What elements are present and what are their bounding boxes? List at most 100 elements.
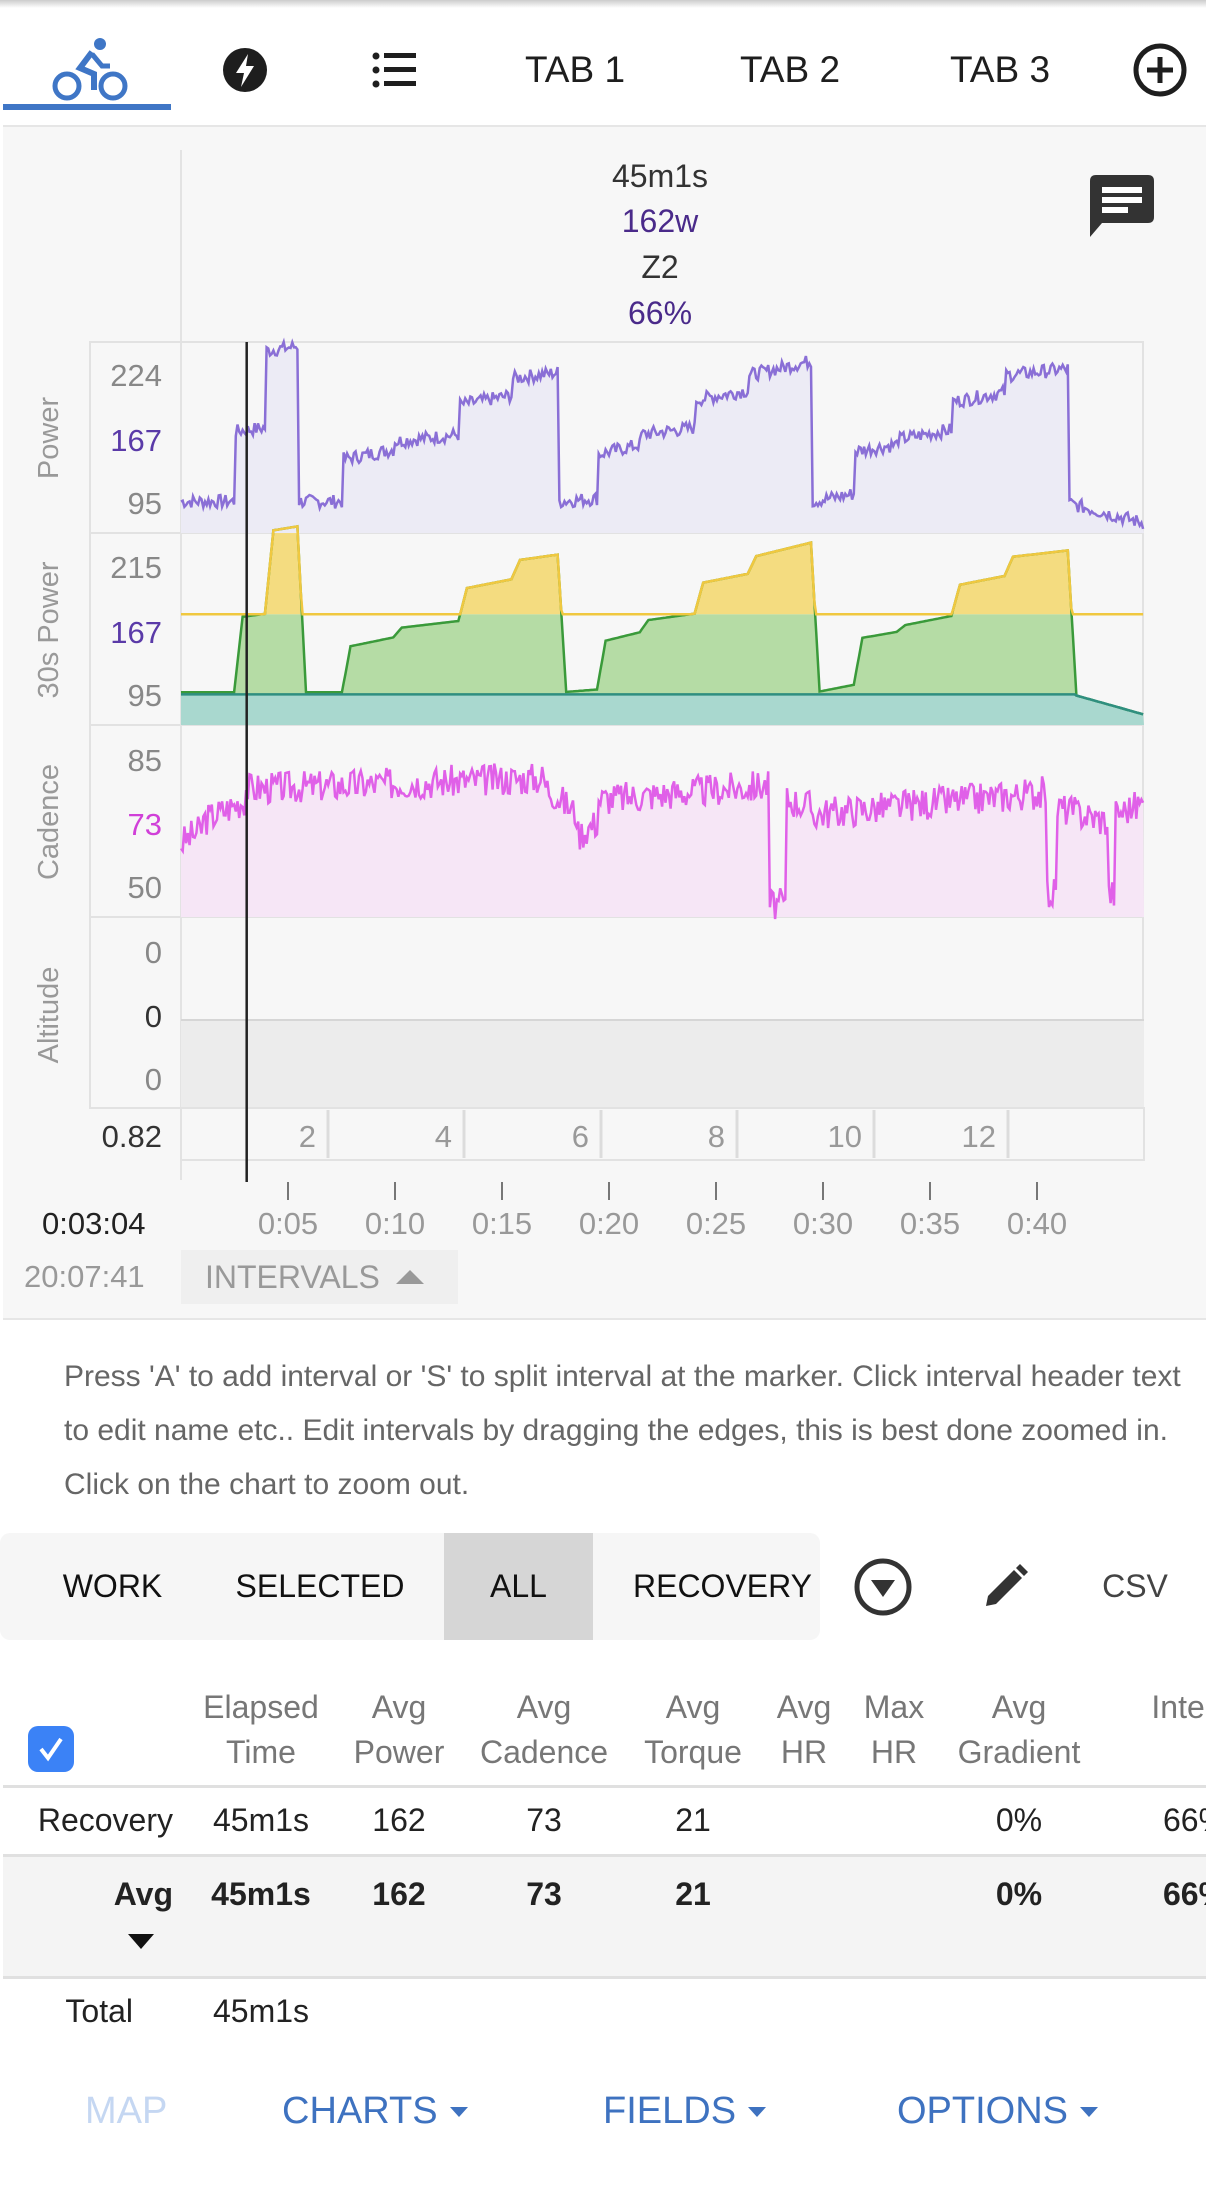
fields-label: FIELDS (603, 2090, 737, 2132)
comment-button[interactable] (1090, 175, 1154, 242)
row-label[interactable]: Recovery (37, 1802, 173, 1838)
power30-tick: 215 (110, 550, 162, 585)
power-zone-fill (181, 533, 1144, 615)
csv-button[interactable]: CSV (1102, 1568, 1168, 1604)
column-header[interactable]: Avg HR (777, 1685, 832, 1775)
header-line: Avg (991, 1689, 1047, 1725)
time-tick-label: 0:15 (472, 1206, 532, 1241)
table-cell: 73 (526, 1876, 562, 1912)
time-tick-label: 0:25 (686, 1206, 746, 1241)
cursor-time: 0:03:04 (42, 1206, 145, 1241)
summary-duration: 45m1s (611, 158, 709, 194)
total-elapsed: 45m1s (212, 1993, 310, 2029)
map-button[interactable]: MAP (85, 2090, 167, 2133)
dropdown-circle-icon (854, 1558, 912, 1615)
header-line: Gradient (957, 1734, 1081, 1770)
column-header[interactable]: Avg Cadence (480, 1685, 608, 1775)
fields-button[interactable]: FIELDS (603, 2090, 767, 2133)
interval-label: 12 (962, 1119, 996, 1154)
altitude-axis-label: Altitude (33, 967, 65, 1064)
interval-label: 2 (299, 1119, 316, 1154)
column-header[interactable]: Elapsed Time (203, 1685, 319, 1775)
interval-filter-bar (0, 1533, 820, 1640)
altitude-area (181, 1020, 1144, 1108)
header-line: Avg (776, 1689, 832, 1725)
time-tick-label: 0:40 (1007, 1206, 1067, 1241)
table-cell: 21 (675, 1876, 711, 1912)
filter-work[interactable]: WORK (62, 1568, 163, 1604)
column-header[interactable]: Avg Torque (644, 1685, 742, 1775)
interval-row[interactable] (180, 1107, 1145, 1161)
interval-label: 4 (435, 1119, 452, 1154)
bike-icon (52, 38, 128, 101)
header-line: HR (780, 1734, 828, 1770)
power-area (181, 342, 1144, 533)
options-label: OPTIONS (897, 2090, 1069, 2132)
check-icon (39, 1737, 63, 1762)
edit-button[interactable] (975, 1533, 1035, 1640)
header-line: Time (226, 1734, 296, 1770)
charts-button[interactable]: CHARTS (282, 2090, 468, 2133)
interval-label: 6 (572, 1119, 589, 1154)
intervals-toggle-button[interactable]: INTERVALS (181, 1250, 458, 1304)
bolt-icon (223, 48, 267, 92)
table-cell: 66% (1162, 1802, 1206, 1838)
header-line: Power (353, 1734, 445, 1770)
caret-up-icon (395, 1270, 424, 1284)
total-label: Total (65, 1993, 133, 2029)
row-label[interactable]: Avg (113, 1876, 173, 1912)
header-line: Intens (1151, 1689, 1206, 1725)
intervals-label: INTERVALS (205, 1258, 380, 1295)
avg-expand-caret-icon[interactable] (128, 1934, 154, 1949)
table-cell: 45m1s (212, 1802, 310, 1838)
filter-all[interactable]: ALL (444, 1533, 593, 1640)
tab-list[interactable] (345, 30, 445, 110)
interval-label: 8 (708, 1119, 725, 1154)
power-line (180, 337, 1145, 530)
options-button[interactable]: OPTIONS (897, 2090, 1099, 2133)
column-header[interactable]: Max HR (864, 1685, 924, 1775)
power-zone-fill (181, 695, 1144, 725)
list-icon (372, 52, 416, 88)
summary-power: 162w (621, 203, 699, 239)
tab-2[interactable]: TAB 2 (739, 49, 841, 90)
power-axis-label: Power (33, 397, 65, 480)
column-header[interactable]: Avg Power (354, 1685, 445, 1775)
power30-low-line (181, 693, 1144, 716)
tab-1[interactable]: TAB 1 (524, 49, 626, 90)
power30-tick: 167 (110, 615, 162, 650)
tab-ride[interactable] (20, 30, 160, 110)
column-header[interactable]: Avg Gradient (958, 1685, 1081, 1775)
add-tab-button[interactable] (1125, 30, 1195, 110)
tab-power[interactable] (190, 30, 300, 110)
filter-dropdown-button[interactable] (850, 1533, 916, 1640)
tab-3[interactable]: TAB 3 (949, 49, 1051, 90)
table-cell: 0% (995, 1802, 1043, 1838)
header-line: Torque (644, 1734, 742, 1770)
table-cell: 45m1s (211, 1876, 311, 1912)
cadence-axis-label: Cadence (33, 764, 65, 880)
summary-zone: Z2 (641, 249, 679, 285)
cadence-tick: 73 (128, 807, 162, 842)
header-line: Avg (665, 1689, 721, 1725)
comment-icon (1090, 175, 1154, 237)
altitude-tick: 0 (145, 999, 162, 1034)
cadence-tick: 85 (128, 743, 162, 778)
pencil-icon (986, 1563, 1028, 1606)
header-line: Max (863, 1689, 925, 1725)
top-shadow (0, 0, 1206, 8)
activity-chart[interactable]: Power 30s Power Cadence Altitude 224 167… (0, 0, 1206, 1320)
time-tick-label: 0:05 (258, 1206, 318, 1241)
active-tab-indicator (3, 104, 171, 110)
power30-axis-label: 30s Power (33, 561, 65, 698)
table-cell: 66% (1162, 1876, 1206, 1912)
column-header[interactable]: Intens (1151, 1685, 1206, 1730)
filter-selected[interactable]: SELECTED (235, 1568, 405, 1604)
select-all-checkbox[interactable] (28, 1726, 74, 1772)
time-tick-label: 0:30 (793, 1206, 853, 1241)
filter-recovery[interactable]: RECOVERY (632, 1568, 812, 1604)
cadence-line (179, 763, 1145, 920)
caret-down-icon (449, 2106, 468, 2117)
header-line: Avg (371, 1689, 427, 1725)
table-cell: 0% (995, 1876, 1043, 1912)
